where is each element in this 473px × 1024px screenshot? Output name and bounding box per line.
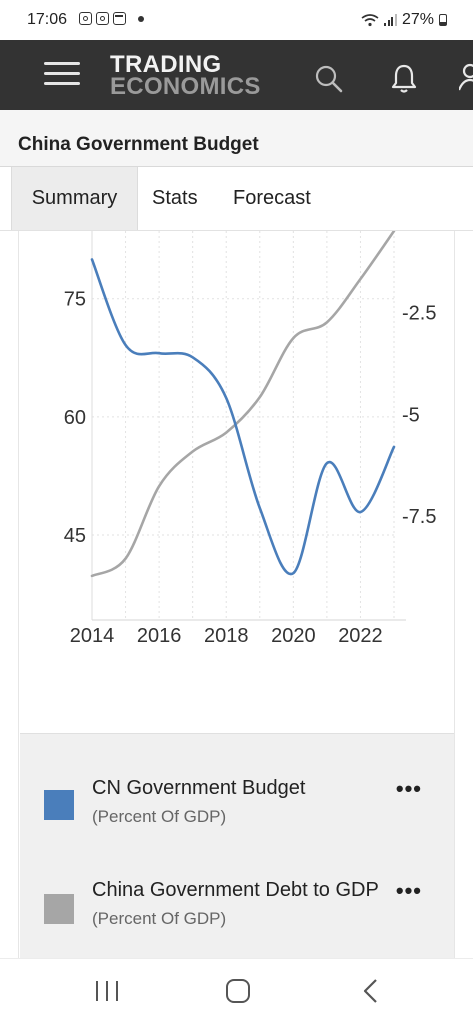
tab-summary[interactable]: Summary	[11, 167, 138, 230]
status-right: 27%	[361, 11, 447, 29]
y-tick-label-left: 75	[64, 289, 86, 311]
legend-series-unit: (Percent Of GDP)	[92, 909, 227, 928]
tab-bar: Summary Stats Forecast	[0, 167, 473, 231]
search-icon[interactable]	[314, 64, 344, 94]
y-tick-label-left: 60	[64, 407, 86, 429]
calendar-icon	[113, 12, 126, 25]
tab-forecast[interactable]: Forecast	[233, 187, 311, 209]
user-icon[interactable]	[459, 62, 473, 94]
legend-series-name: China Government Debt to GDP	[92, 879, 379, 901]
x-tick-label: 2016	[137, 625, 182, 647]
battery-icon	[439, 14, 447, 26]
y-tick-label-left: 45	[64, 525, 86, 547]
bell-icon[interactable]	[390, 62, 418, 96]
legend-label: CN Government Budget (Percent Of GDP)	[92, 774, 392, 831]
page-title: China Government Budget	[18, 134, 259, 155]
legend-swatch-gray	[44, 894, 74, 924]
signal-icon	[384, 14, 397, 26]
instagram-icon	[79, 12, 92, 25]
series-line-debt-to-gdp	[90, 231, 396, 578]
title-bar: China Government Budget	[0, 110, 473, 167]
more-notifications-icon	[138, 15, 144, 22]
system-nav-bar	[0, 958, 473, 1024]
wifi-icon	[361, 14, 379, 27]
recent-apps-icon[interactable]	[94, 979, 120, 1003]
status-time: 17:06	[27, 11, 68, 28]
home-icon[interactable]	[225, 978, 251, 1004]
logo-line-1: TRADING	[110, 51, 222, 78]
status-bar: 17:06 27%	[0, 0, 473, 40]
more-options-icon[interactable]: •••	[395, 776, 422, 801]
series-line-government-budget	[90, 258, 396, 576]
instagram-icon	[96, 12, 109, 25]
legend-label: China Government Debt to GDP (Percent Of…	[92, 876, 392, 933]
battery-percent: 27%	[401, 11, 434, 28]
y-tick-label-right: -2.5	[402, 302, 436, 324]
menu-icon[interactable]	[44, 60, 80, 88]
trading-economics-logo[interactable]: TRADING ECONOMICS	[110, 51, 261, 100]
x-tick-label: 2018	[204, 625, 249, 647]
legend-swatch-blue	[44, 790, 74, 820]
y-tick-label-right: -7.5	[402, 506, 436, 528]
more-options-icon[interactable]: •••	[395, 878, 422, 903]
y-tick-label-right: -5	[402, 404, 420, 426]
x-tick-label: 2020	[271, 625, 316, 647]
notification-icons	[79, 12, 144, 25]
chart-legend: CN Government Budget (Percent Of GDP) ••…	[20, 733, 454, 958]
x-tick-label: 2022	[338, 625, 383, 647]
line-chart: 75 60 45 -2.5 -5 -7.5 2014 2016 2018 2020 2022	[64, 231, 436, 647]
app-header: TRADING ECONOMICS	[0, 40, 473, 110]
legend-series-name: CN Government Budget	[92, 777, 306, 799]
x-tick-label: 2014	[70, 625, 115, 647]
legend-series-unit: (Percent Of GDP)	[92, 807, 227, 826]
tab-stats[interactable]: Stats	[152, 187, 198, 209]
logo-line-2: ECONOMICS	[110, 73, 261, 100]
back-icon[interactable]	[361, 978, 381, 1004]
